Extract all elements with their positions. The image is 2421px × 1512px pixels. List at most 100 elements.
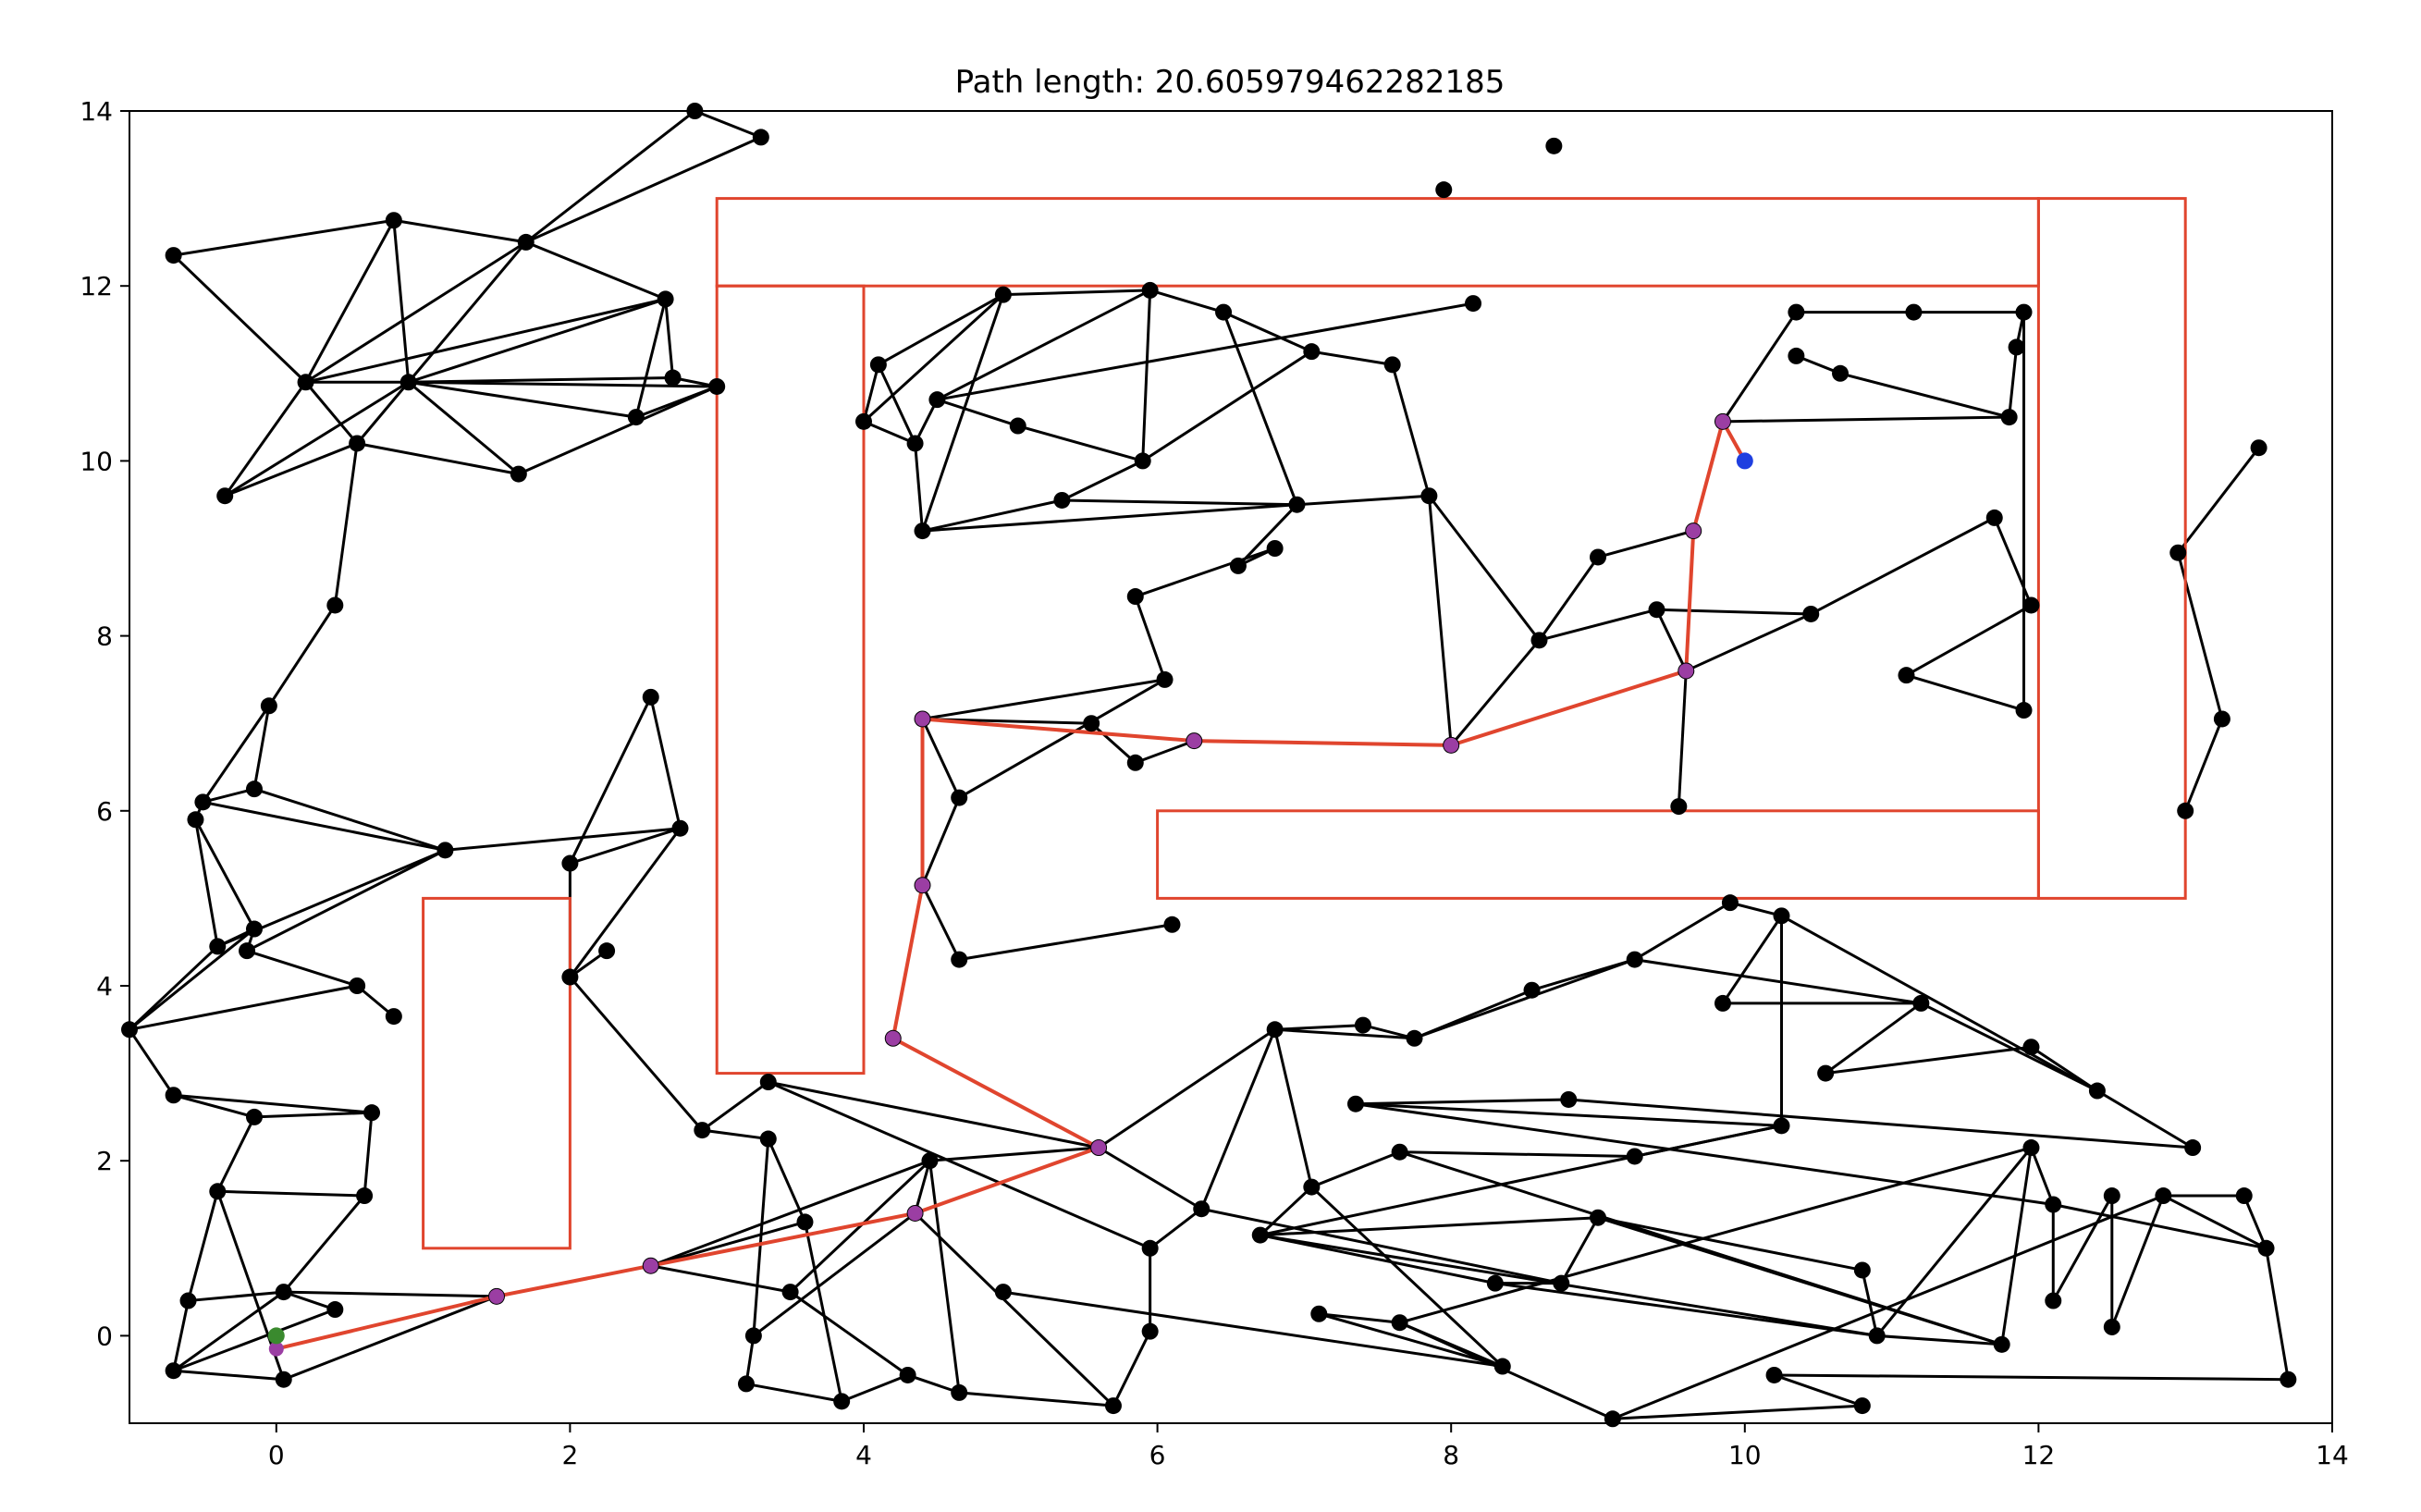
graph-edge bbox=[355, 381, 410, 445]
y-tick-label: 12 bbox=[80, 271, 113, 301]
graph-edge bbox=[569, 976, 704, 1132]
graph-node bbox=[951, 951, 968, 968]
graph-node bbox=[1626, 1148, 1643, 1165]
graph-edge bbox=[246, 849, 447, 953]
graph-node bbox=[349, 977, 366, 994]
graph-edge bbox=[936, 398, 1019, 427]
graph-edge bbox=[2162, 1194, 2267, 1250]
graph-node bbox=[1590, 548, 1606, 566]
graph-edge bbox=[253, 787, 446, 852]
graph-edge bbox=[1494, 1282, 1877, 1337]
graph-node bbox=[1156, 670, 1174, 688]
graph-node bbox=[1817, 1064, 1835, 1082]
graph-edge bbox=[878, 293, 1004, 366]
graph-edge bbox=[650, 1159, 930, 1268]
graph-node bbox=[399, 374, 417, 391]
graph-edge bbox=[173, 218, 395, 257]
graph-node bbox=[209, 1183, 227, 1200]
graph-edge bbox=[1633, 901, 1731, 961]
path-node bbox=[915, 711, 930, 727]
path-node bbox=[1444, 737, 1459, 753]
graph-node bbox=[2155, 1187, 2172, 1205]
graph-edge bbox=[914, 1160, 931, 1214]
graph-edge bbox=[1399, 1150, 1635, 1158]
graph-node bbox=[737, 1375, 755, 1393]
graph-node bbox=[1391, 1314, 1408, 1332]
graph-edge bbox=[958, 923, 1173, 962]
graph-edge bbox=[1839, 372, 2010, 419]
graph-edge bbox=[445, 827, 681, 852]
graph-edge bbox=[1685, 612, 1812, 672]
graph-node bbox=[1553, 1274, 1570, 1292]
obstacles-layer bbox=[422, 197, 2187, 1250]
graph-edge bbox=[921, 718, 961, 799]
graph-node bbox=[1905, 303, 1923, 321]
graph-edge bbox=[1273, 1028, 1313, 1187]
path-line bbox=[276, 416, 1747, 1351]
graph-edge bbox=[702, 1128, 768, 1141]
graph-edge bbox=[129, 928, 255, 1031]
graph-edge bbox=[172, 1300, 190, 1371]
start-node bbox=[267, 1327, 285, 1345]
obstacle-rect bbox=[1156, 809, 2040, 900]
graph-edge bbox=[1355, 1102, 2054, 1206]
graph-node bbox=[326, 596, 344, 614]
graph-edge bbox=[789, 1290, 909, 1377]
obstacle-rect bbox=[2036, 197, 2187, 900]
graph-node bbox=[833, 1393, 851, 1410]
graph-node bbox=[1912, 994, 1930, 1012]
y-tick-label: 0 bbox=[96, 1321, 113, 1351]
graph-node bbox=[275, 1371, 292, 1388]
graph-edge bbox=[1721, 311, 1798, 423]
graph-edge bbox=[1355, 1102, 1782, 1127]
graph-edge bbox=[224, 380, 410, 498]
graph-node bbox=[759, 1074, 777, 1091]
graph-edge bbox=[1774, 1373, 1863, 1408]
graph-node bbox=[1560, 1090, 1578, 1108]
graph-node bbox=[1009, 417, 1026, 435]
graph-node bbox=[1802, 605, 1820, 622]
graph-edge bbox=[2243, 1195, 2267, 1249]
graph-edge bbox=[1274, 1027, 1415, 1040]
graph-edge bbox=[1112, 1331, 1152, 1407]
graph-node bbox=[510, 465, 527, 483]
graph-node bbox=[165, 1087, 182, 1104]
graph-edge bbox=[253, 1111, 373, 1119]
graph-edge bbox=[1729, 901, 1782, 917]
graph-node bbox=[275, 1284, 292, 1301]
graph-node bbox=[297, 374, 314, 391]
graph-node bbox=[1134, 452, 1151, 470]
path-node bbox=[907, 1205, 923, 1221]
graph-node bbox=[1765, 1366, 1783, 1383]
graph-node bbox=[1626, 951, 1643, 968]
plot-frame bbox=[129, 110, 2333, 1424]
graph-edge bbox=[649, 696, 682, 830]
graph-edge bbox=[193, 819, 219, 947]
graph-node bbox=[671, 819, 689, 837]
graph-node bbox=[1193, 1200, 1210, 1218]
graph-node bbox=[598, 942, 616, 960]
graph-node bbox=[1383, 356, 1401, 374]
graph-edge bbox=[407, 381, 520, 475]
graph-node bbox=[2280, 1371, 2297, 1388]
graph-edge bbox=[1538, 556, 1600, 642]
graph-node bbox=[1670, 798, 1688, 816]
graph-edge bbox=[203, 787, 255, 804]
graph-node bbox=[1773, 907, 1790, 925]
graph-edge bbox=[1310, 1186, 1504, 1368]
path-node bbox=[885, 1030, 901, 1046]
graph-edge bbox=[959, 1391, 1114, 1408]
graph-edge bbox=[408, 297, 667, 384]
graph-edge bbox=[1634, 958, 1922, 1005]
graph-edge bbox=[217, 1189, 365, 1198]
graph-edge bbox=[1141, 350, 1313, 462]
graph-edge bbox=[224, 442, 358, 498]
graph-edge bbox=[283, 1295, 498, 1382]
graph-node bbox=[1773, 1117, 1790, 1135]
graph-edge bbox=[1098, 1146, 1203, 1211]
graph-edge bbox=[2096, 1089, 2194, 1149]
graph-node bbox=[1163, 916, 1181, 933]
y-tick-label: 4 bbox=[96, 971, 113, 1002]
graph-node bbox=[1251, 1226, 1269, 1244]
obstacle-rect bbox=[715, 284, 866, 1076]
